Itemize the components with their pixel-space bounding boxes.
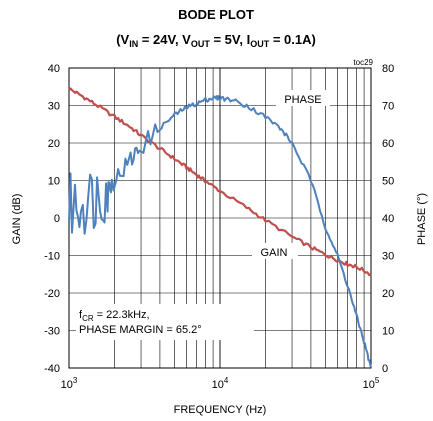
y-tick-label-right: 30 xyxy=(382,251,394,263)
x-tick-label: 104 xyxy=(212,376,229,391)
y-tick-label-left: -30 xyxy=(44,326,60,338)
gain-label-bg xyxy=(252,243,298,259)
gain-label: GAIN xyxy=(261,247,288,259)
y-tick-label-right: 50 xyxy=(382,176,394,188)
y-tick-label-left: 20 xyxy=(48,138,60,150)
chart-subtitle: (VIN = 24V, VOUT = 5V, IOUT = 0.1A) xyxy=(116,32,316,49)
x-tick-label: 103 xyxy=(61,376,78,391)
tick-labels: 403020100-10-20-30-408070605040302010010… xyxy=(44,63,394,391)
y-tick-label-right: 60 xyxy=(382,138,394,150)
series-line-gain xyxy=(68,87,372,277)
y-tick-label-right: 40 xyxy=(382,213,394,225)
y-tick-label-left: 10 xyxy=(48,176,60,188)
y-axis-label-right: PHASE (°) xyxy=(416,193,428,245)
y-tick-label-left: -20 xyxy=(44,288,60,300)
y-tick-label-left: 40 xyxy=(48,63,60,75)
y-tick-label-right: 10 xyxy=(382,326,394,338)
chart-title: BODE PLOT xyxy=(178,7,254,22)
y-tick-label-left: -40 xyxy=(44,363,60,375)
chart-tag: toc29 xyxy=(353,58,373,67)
y-tick-label-right: 0 xyxy=(382,363,388,375)
fcr-box-bg xyxy=(76,304,254,340)
x-tick-label: 105 xyxy=(363,376,380,391)
phase-label: PHASE xyxy=(284,94,321,106)
series-line-phase xyxy=(68,95,372,368)
y-tick-label-right: 80 xyxy=(382,63,394,75)
y-tick-label-right: 70 xyxy=(382,101,394,113)
phase-label-bg xyxy=(276,90,330,106)
y-axis-label-left: GAIN (dB) xyxy=(11,194,23,245)
series-layer xyxy=(68,87,372,368)
fcr-annotation: fCR = 22.3kHz, xyxy=(79,309,150,323)
annotations: PHASE GAIN fCR = 22.3kHz, PHASE MARGIN =… xyxy=(76,90,330,340)
x-axis-label: FREQUENCY (Hz) xyxy=(174,404,267,416)
y-tick-label-left: -10 xyxy=(44,251,60,263)
y-tick-label-right: 20 xyxy=(382,288,394,300)
y-tick-label-left: 30 xyxy=(48,101,60,113)
phase-margin-annotation: PHASE MARGIN = 65.2° xyxy=(79,324,202,336)
grid xyxy=(68,67,372,369)
y-tick-label-left: 0 xyxy=(54,213,60,225)
